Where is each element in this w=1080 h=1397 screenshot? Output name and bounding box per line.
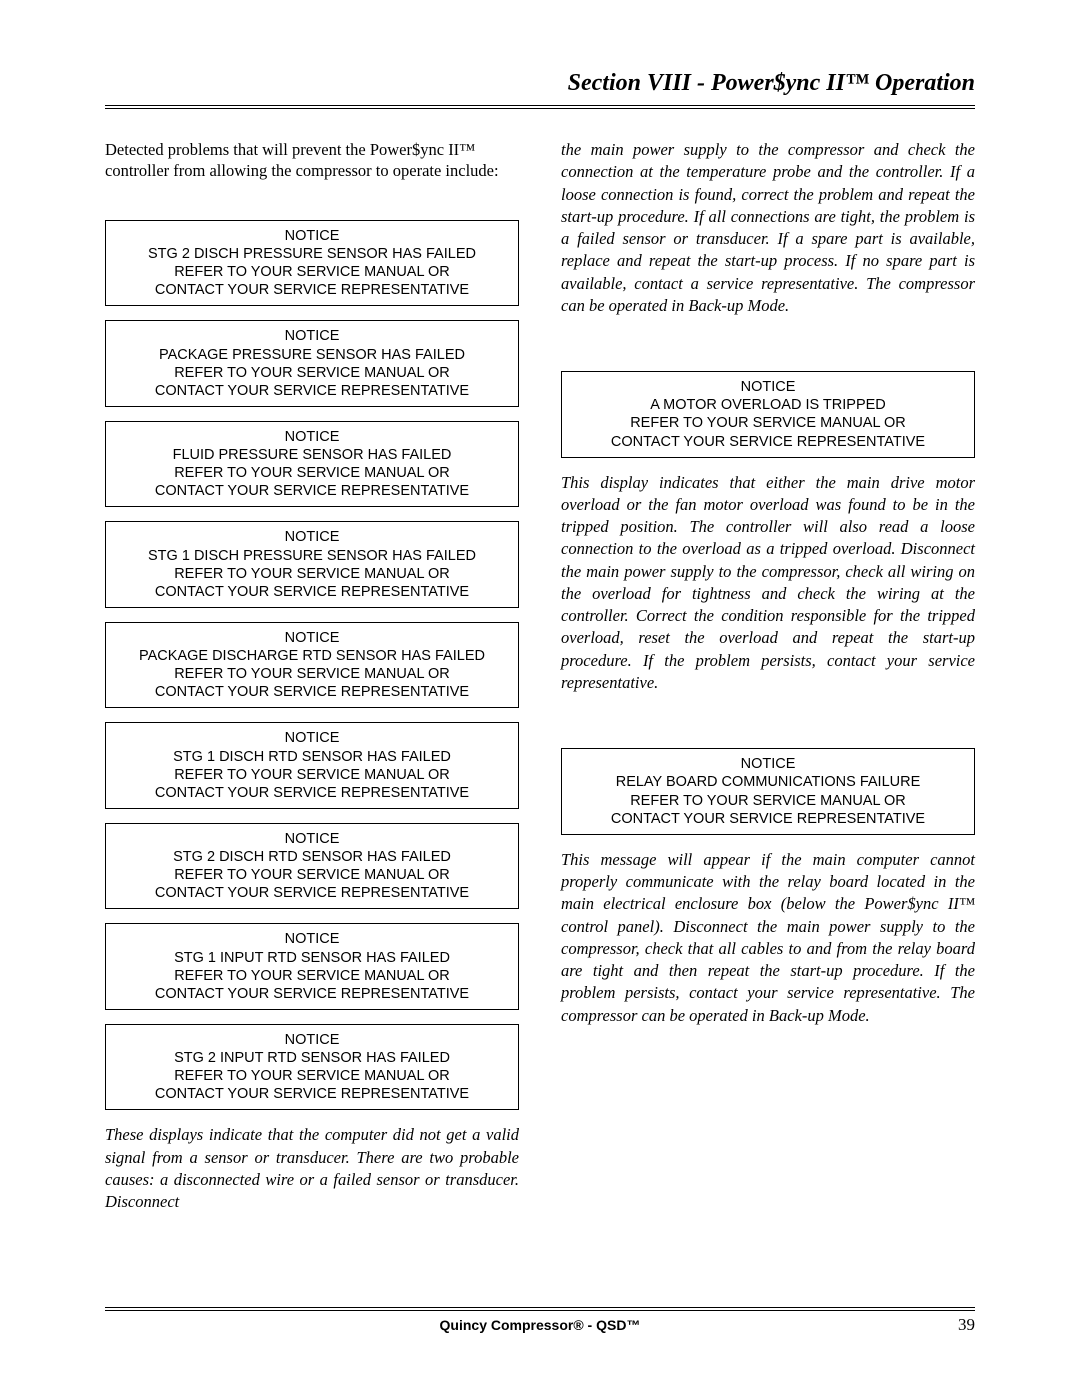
notice-line: PACKAGE PRESSURE SENSOR HAS FAILED — [114, 346, 510, 364]
notice-line: STG 2 DISCH RTD SENSOR HAS FAILED — [114, 848, 510, 866]
notice-line: REFER TO YOUR SERVICE MANUAL OR — [114, 464, 510, 482]
section-header: Section VIII - Power$ync II™ Operation — [105, 70, 975, 105]
notice-line: RELAY BOARD COMMUNICATIONS FAILURE — [570, 773, 966, 791]
notice-line: REFER TO YOUR SERVICE MANUAL OR — [570, 792, 966, 810]
page-footer: Quincy Compressor® - QSD™ 39 — [105, 1307, 975, 1335]
notice-line: CONTACT YOUR SERVICE REPRESENTATIVE — [114, 1085, 510, 1103]
right-column: the main power supply to the compressor … — [561, 139, 975, 1213]
notice-title: NOTICE — [114, 528, 510, 546]
notice-line: REFER TO YOUR SERVICE MANUAL OR — [114, 1067, 510, 1085]
left-italic-paragraph: These displays indicate that the compute… — [105, 1124, 519, 1213]
notice-line: STG 2 INPUT RTD SENSOR HAS FAILED — [114, 1049, 510, 1067]
notice-box: NOTICE PACKAGE PRESSURE SENSOR HAS FAILE… — [105, 320, 519, 407]
notice-line: STG 1 DISCH RTD SENSOR HAS FAILED — [114, 748, 510, 766]
notice-line: REFER TO YOUR SERVICE MANUAL OR — [114, 766, 510, 784]
left-column: Detected problems that will prevent the … — [105, 139, 519, 1213]
page-number: 39 — [688, 1315, 975, 1335]
notice-line: CONTACT YOUR SERVICE REPRESENTATIVE — [570, 433, 966, 451]
footer-row: Quincy Compressor® - QSD™ 39 — [105, 1315, 975, 1335]
notice-line: CONTACT YOUR SERVICE REPRESENTATIVE — [114, 784, 510, 802]
notice-title: NOTICE — [114, 629, 510, 647]
notice-title: NOTICE — [570, 378, 966, 396]
notice-line: STG 1 INPUT RTD SENSOR HAS FAILED — [114, 949, 510, 967]
notice-box: NOTICE STG 1 DISCH PRESSURE SENSOR HAS F… — [105, 521, 519, 608]
notice-box: NOTICE STG 2 INPUT RTD SENSOR HAS FAILED… — [105, 1024, 519, 1111]
footer-center: Quincy Compressor® - QSD™ — [392, 1317, 688, 1333]
notice-line: FLUID PRESSURE SENSOR HAS FAILED — [114, 446, 510, 464]
notice-line: PACKAGE DISCHARGE RTD SENSOR HAS FAILED — [114, 647, 510, 665]
notice-line: CONTACT YOUR SERVICE REPRESENTATIVE — [114, 482, 510, 500]
footer-rule — [105, 1307, 975, 1311]
notice-title: NOTICE — [114, 830, 510, 848]
notice-line: REFER TO YOUR SERVICE MANUAL OR — [570, 414, 966, 432]
notice-box: NOTICE RELAY BOARD COMMUNICATIONS FAILUR… — [561, 748, 975, 835]
notice-line: CONTACT YOUR SERVICE REPRESENTATIVE — [570, 810, 966, 828]
notice-line: CONTACT YOUR SERVICE REPRESENTATIVE — [114, 583, 510, 601]
notice-title: NOTICE — [114, 227, 510, 245]
two-column-layout: Detected problems that will prevent the … — [105, 139, 975, 1213]
notice-box: NOTICE A MOTOR OVERLOAD IS TRIPPED REFER… — [561, 371, 975, 458]
notice-line: REFER TO YOUR SERVICE MANUAL OR — [114, 967, 510, 985]
notice-line: REFER TO YOUR SERVICE MANUAL OR — [114, 665, 510, 683]
notice-line: CONTACT YOUR SERVICE REPRESENTATIVE — [114, 382, 510, 400]
notice-title: NOTICE — [114, 930, 510, 948]
notice-line: CONTACT YOUR SERVICE REPRESENTATIVE — [114, 985, 510, 1003]
intro-paragraph: Detected problems that will prevent the … — [105, 139, 519, 182]
notice-line: STG 1 DISCH PRESSURE SENSOR HAS FAILED — [114, 547, 510, 565]
notice-box: NOTICE STG 2 DISCH RTD SENSOR HAS FAILED… — [105, 823, 519, 910]
notice-box: NOTICE STG 2 DISCH PRESSURE SENSOR HAS F… — [105, 220, 519, 307]
notice-line: REFER TO YOUR SERVICE MANUAL OR — [114, 364, 510, 382]
header-rule — [105, 105, 975, 109]
notice-title: NOTICE — [570, 755, 966, 773]
notice-line: A MOTOR OVERLOAD IS TRIPPED — [570, 396, 966, 414]
notice-line: REFER TO YOUR SERVICE MANUAL OR — [114, 565, 510, 583]
notice-title: NOTICE — [114, 327, 510, 345]
notice-title: NOTICE — [114, 729, 510, 747]
notice-title: NOTICE — [114, 428, 510, 446]
notice-box: NOTICE FLUID PRESSURE SENSOR HAS FAILED … — [105, 421, 519, 508]
notice-box: NOTICE STG 1 INPUT RTD SENSOR HAS FAILED… — [105, 923, 519, 1010]
notice-line: CONTACT YOUR SERVICE REPRESENTATIVE — [114, 884, 510, 902]
notice-line: STG 2 DISCH PRESSURE SENSOR HAS FAILED — [114, 245, 510, 263]
notice-box: NOTICE PACKAGE DISCHARGE RTD SENSOR HAS … — [105, 622, 519, 709]
notice-line: REFER TO YOUR SERVICE MANUAL OR — [114, 263, 510, 281]
notice-title: NOTICE — [114, 1031, 510, 1049]
right-italic-2: This display indicates that either the m… — [561, 472, 975, 695]
notice-line: REFER TO YOUR SERVICE MANUAL OR — [114, 866, 510, 884]
notice-line: CONTACT YOUR SERVICE REPRESENTATIVE — [114, 683, 510, 701]
notice-box: NOTICE STG 1 DISCH RTD SENSOR HAS FAILED… — [105, 722, 519, 809]
right-italic-1: the main power supply to the compressor … — [561, 139, 975, 317]
right-italic-3: This message will appear if the main com… — [561, 849, 975, 1027]
notice-line: CONTACT YOUR SERVICE REPRESENTATIVE — [114, 281, 510, 299]
section-title: Section VIII - Power$ync II™ Operation — [568, 70, 975, 96]
